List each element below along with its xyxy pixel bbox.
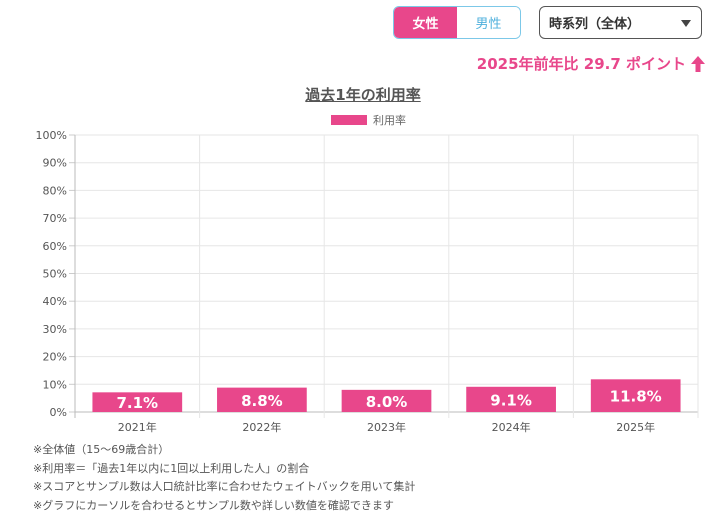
x-tick-label: 2023年	[367, 420, 406, 434]
chevron-down-icon	[681, 20, 691, 27]
y-tick-label: 20%	[43, 351, 67, 364]
y-tick-label: 50%	[43, 268, 67, 281]
data-label: 9.1%	[490, 391, 532, 409]
bar[interactable]	[92, 392, 183, 412]
data-label: 8.8%	[241, 392, 283, 410]
x-tick-label: 2024年	[492, 420, 531, 434]
y-tick-label: 90%	[43, 157, 67, 170]
y-tick-label: 30%	[43, 323, 67, 336]
y-tick-label: 10%	[43, 378, 67, 391]
yoy-comparison-text: 2025年前年比 29.7 ポイント	[476, 55, 686, 73]
legend-label: 利用率	[373, 113, 406, 127]
y-tick-label: 0%	[50, 406, 67, 419]
period-select[interactable]: 時系列（全体）	[539, 6, 702, 39]
x-tick-label: 2025年	[616, 420, 655, 434]
legend-swatch	[331, 115, 367, 125]
data-label: 11.8%	[610, 388, 662, 406]
arrow-up-icon	[691, 55, 705, 72]
period-select-value: 時系列（全体）	[549, 17, 641, 32]
bar[interactable]	[341, 389, 432, 412]
female-tab[interactable]: 女性	[394, 7, 457, 38]
footnotes: ※全体値（15～69歳合計） ※利用率＝「過去1年以内に1回以上利用した人」の割…	[33, 441, 415, 515]
footnote: ※利用率＝「過去1年以内に1回以上利用した人」の割合	[33, 461, 310, 475]
data-label: 7.1%	[116, 394, 158, 412]
bar[interactable]	[217, 387, 307, 412]
chart-title: 過去1年の利用率	[305, 86, 421, 104]
data-label: 8.0%	[366, 393, 408, 411]
y-tick-label: 70%	[43, 212, 67, 225]
male-tab[interactable]: 男性	[457, 7, 520, 38]
footnote: ※グラフにカーソルを合わせるとサンプル数や詳しい数値を確認できます	[33, 498, 394, 512]
footnote: ※全体値（15～69歳合計）	[33, 443, 170, 456]
y-tick-label: 100%	[36, 129, 67, 142]
usage-rate-chart[interactable]: 利用率 0% 10% 20% 30% 40% 50% 60% 70% 80% 90% 100% 7.1%…	[0, 108, 726, 438]
gender-toggle[interactable]: 女性 男性	[393, 6, 521, 39]
footnote: ※スコアとサンプル数は人口統計比率に合わせたウェイトバックを用いて集計	[33, 480, 416, 493]
x-tick-label: 2022年	[242, 420, 281, 434]
x-tick-label: 2021年	[118, 420, 157, 434]
bar[interactable]	[590, 379, 681, 412]
yoy-comparison: 2025年前年比 29.7 ポイント	[477, 53, 706, 74]
y-tick-label: 80%	[43, 184, 67, 197]
y-tick-label: 60%	[43, 240, 67, 253]
bar[interactable]	[466, 386, 556, 412]
y-tick-label: 40%	[43, 295, 67, 308]
